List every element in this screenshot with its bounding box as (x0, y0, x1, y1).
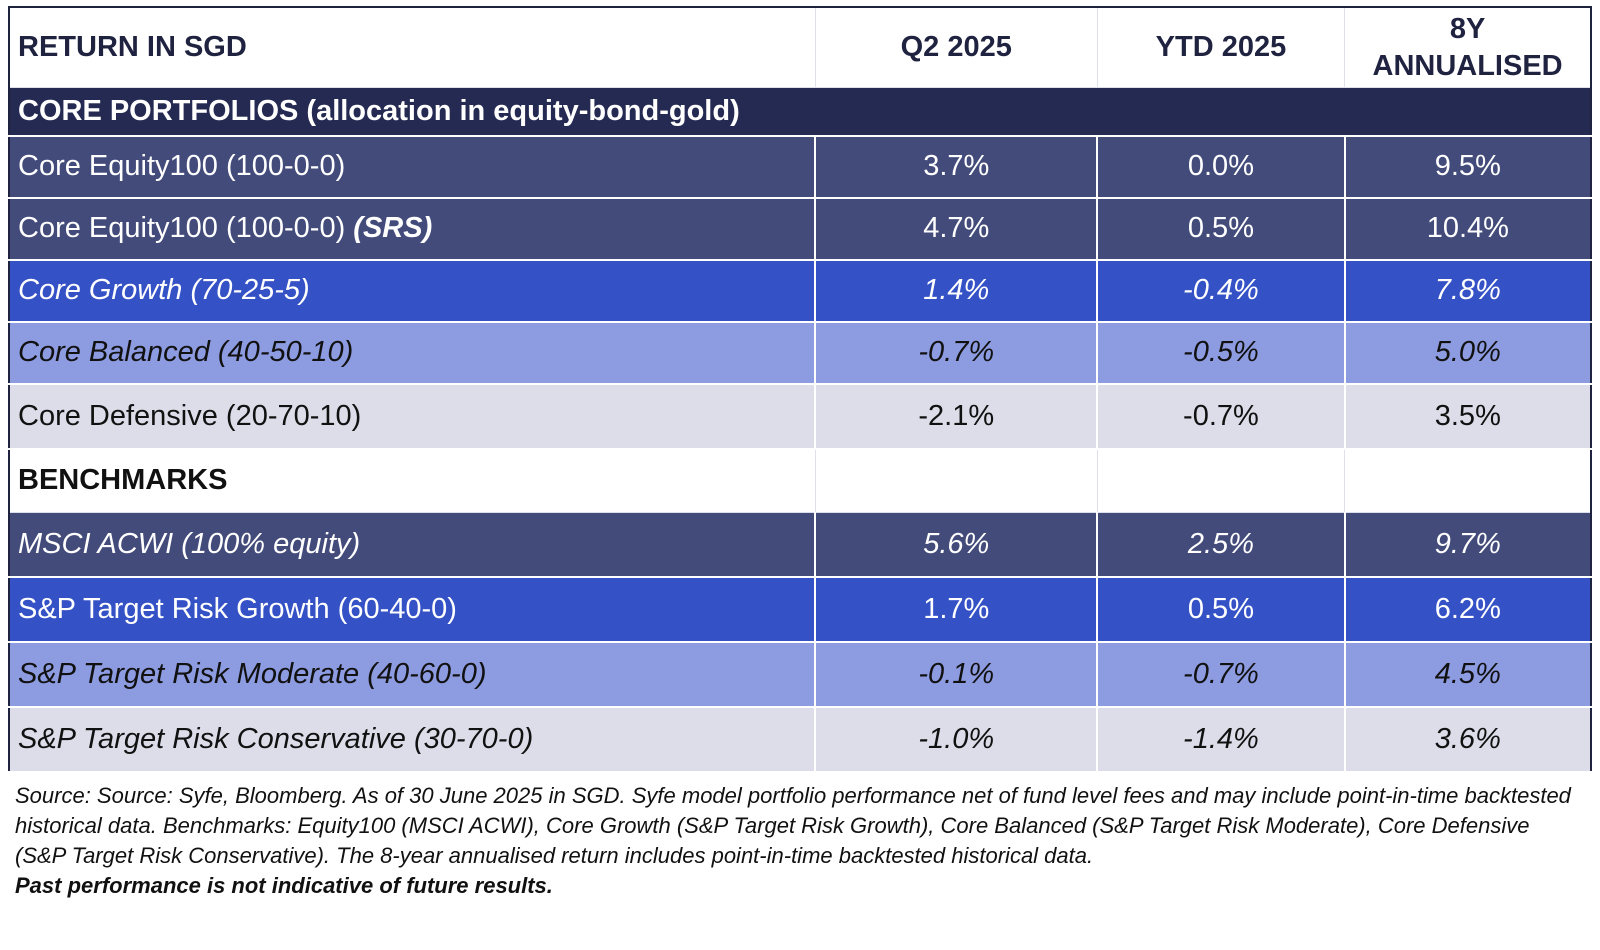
benchmarks-section-heading: BENCHMARKS (9, 449, 816, 513)
annualised-return: 7.8% (1344, 260, 1591, 323)
core-section-heading: CORE PORTFOLIOS (allocation in equity-bo… (9, 87, 1591, 137)
portfolio-name: Core Equity100 (100-0-0) (9, 136, 817, 199)
source-footnote: Source: Source: Syfe, Bloomberg. As of 3… (15, 783, 1571, 868)
empty-cell (1344, 449, 1591, 513)
core-section-sublabel: (allocation in equity-bond-gold) (306, 94, 740, 127)
ytd-return: -0.5% (1097, 322, 1346, 385)
core-section-label: CORE PORTFOLIOS (18, 94, 299, 127)
column-header-ytd: YTD 2025 (1097, 7, 1346, 88)
annualised-return: 5.0% (1344, 322, 1591, 385)
annualised-return: 3.5% (1344, 384, 1591, 450)
ytd-return: 0.0% (1097, 136, 1346, 199)
ytd-return: -0.7% (1097, 384, 1346, 450)
column-header-q2: Q2 2025 (815, 7, 1098, 88)
empty-cell (815, 449, 1098, 513)
benchmark-name: S&P Target Risk Moderate (40-60-0) (9, 642, 817, 708)
table-title: RETURN IN SGD (9, 7, 816, 88)
table-row: S&P Target Risk Conservative (30-70-0) -… (9, 707, 1591, 773)
table-row: Core Growth (70-25-5) 1.4% -0.4% 7.8% (9, 260, 1591, 323)
annualised-return: 10.4% (1344, 198, 1591, 261)
annualised-return: 9.5% (1344, 136, 1591, 199)
q2-return: -1.0% (815, 707, 1099, 773)
table-row: Core Equity100 (100-0-0) 3.7% 0.0% 9.5% (9, 136, 1591, 199)
table-row: S&P Target Risk Growth (60-40-0) 1.7% 0.… (9, 577, 1591, 643)
returns-figure: RETURN IN SGD Q2 2025 YTD 2025 8Y ANNUALI… (8, 6, 1592, 901)
q2-return: 1.4% (815, 260, 1099, 323)
benchmarks-section-row: BENCHMARKS (9, 449, 1591, 513)
returns-table: RETURN IN SGD Q2 2025 YTD 2025 8Y ANNUALI… (8, 6, 1592, 773)
srs-tag: (SRS) (353, 212, 433, 245)
portfolio-name: Core Equity100 (100-0-0) (18, 212, 346, 245)
table-row: MSCI ACWI (100% equity) 5.6% 2.5% 9.7% (9, 512, 1591, 578)
ytd-return: 2.5% (1097, 512, 1346, 578)
q2-return: -2.1% (815, 384, 1099, 450)
annualised-return: 4.5% (1344, 642, 1591, 708)
annualised-return: 3.6% (1344, 707, 1591, 773)
column-header-8y-line1: 8Y (1449, 13, 1486, 46)
column-header-8y: 8Y ANNUALISED (1344, 7, 1591, 88)
portfolio-name: Core Balanced (40-50-10) (9, 322, 817, 385)
ytd-return: -0.7% (1097, 642, 1346, 708)
table-header-row: RETURN IN SGD Q2 2025 YTD 2025 8Y ANNUALI… (9, 7, 1591, 88)
benchmark-name: S&P Target Risk Conservative (30-70-0) (9, 707, 817, 773)
empty-cell (1097, 449, 1346, 513)
benchmark-name: S&P Target Risk Growth (60-40-0) (9, 577, 817, 643)
portfolio-name: Core Defensive (20-70-10) (9, 384, 817, 450)
q2-return: 3.7% (815, 136, 1099, 199)
q2-return: 5.6% (815, 512, 1099, 578)
ytd-return: -1.4% (1097, 707, 1346, 773)
performance-disclaimer: Past performance is not indicative of fu… (15, 873, 553, 898)
portfolio-name: Core Growth (70-25-5) (9, 260, 817, 323)
ytd-return: 0.5% (1097, 577, 1346, 643)
table-row: Core Equity100 (100-0-0) (SRS) 4.7% 0.5%… (9, 198, 1591, 261)
benchmark-name: MSCI ACWI (100% equity) (9, 512, 817, 578)
portfolio-name-cell: Core Equity100 (100-0-0) (SRS) (9, 198, 817, 261)
annualised-return: 9.7% (1344, 512, 1591, 578)
q2-return: -0.7% (815, 322, 1099, 385)
column-header-8y-line2: ANNUALISED (1372, 49, 1563, 82)
core-section-row: CORE PORTFOLIOS (allocation in equity-bo… (9, 87, 1591, 137)
table-row: S&P Target Risk Moderate (40-60-0) -0.1%… (9, 642, 1591, 708)
q2-return: 1.7% (815, 577, 1099, 643)
q2-return: -0.1% (815, 642, 1099, 708)
ytd-return: -0.4% (1097, 260, 1346, 323)
table-row: Core Defensive (20-70-10) -2.1% -0.7% 3.… (9, 384, 1591, 450)
q2-return: 4.7% (815, 198, 1099, 261)
table-row: Core Balanced (40-50-10) -0.7% -0.5% 5.0… (9, 322, 1591, 385)
ytd-return: 0.5% (1097, 198, 1346, 261)
annualised-return: 6.2% (1344, 577, 1591, 643)
